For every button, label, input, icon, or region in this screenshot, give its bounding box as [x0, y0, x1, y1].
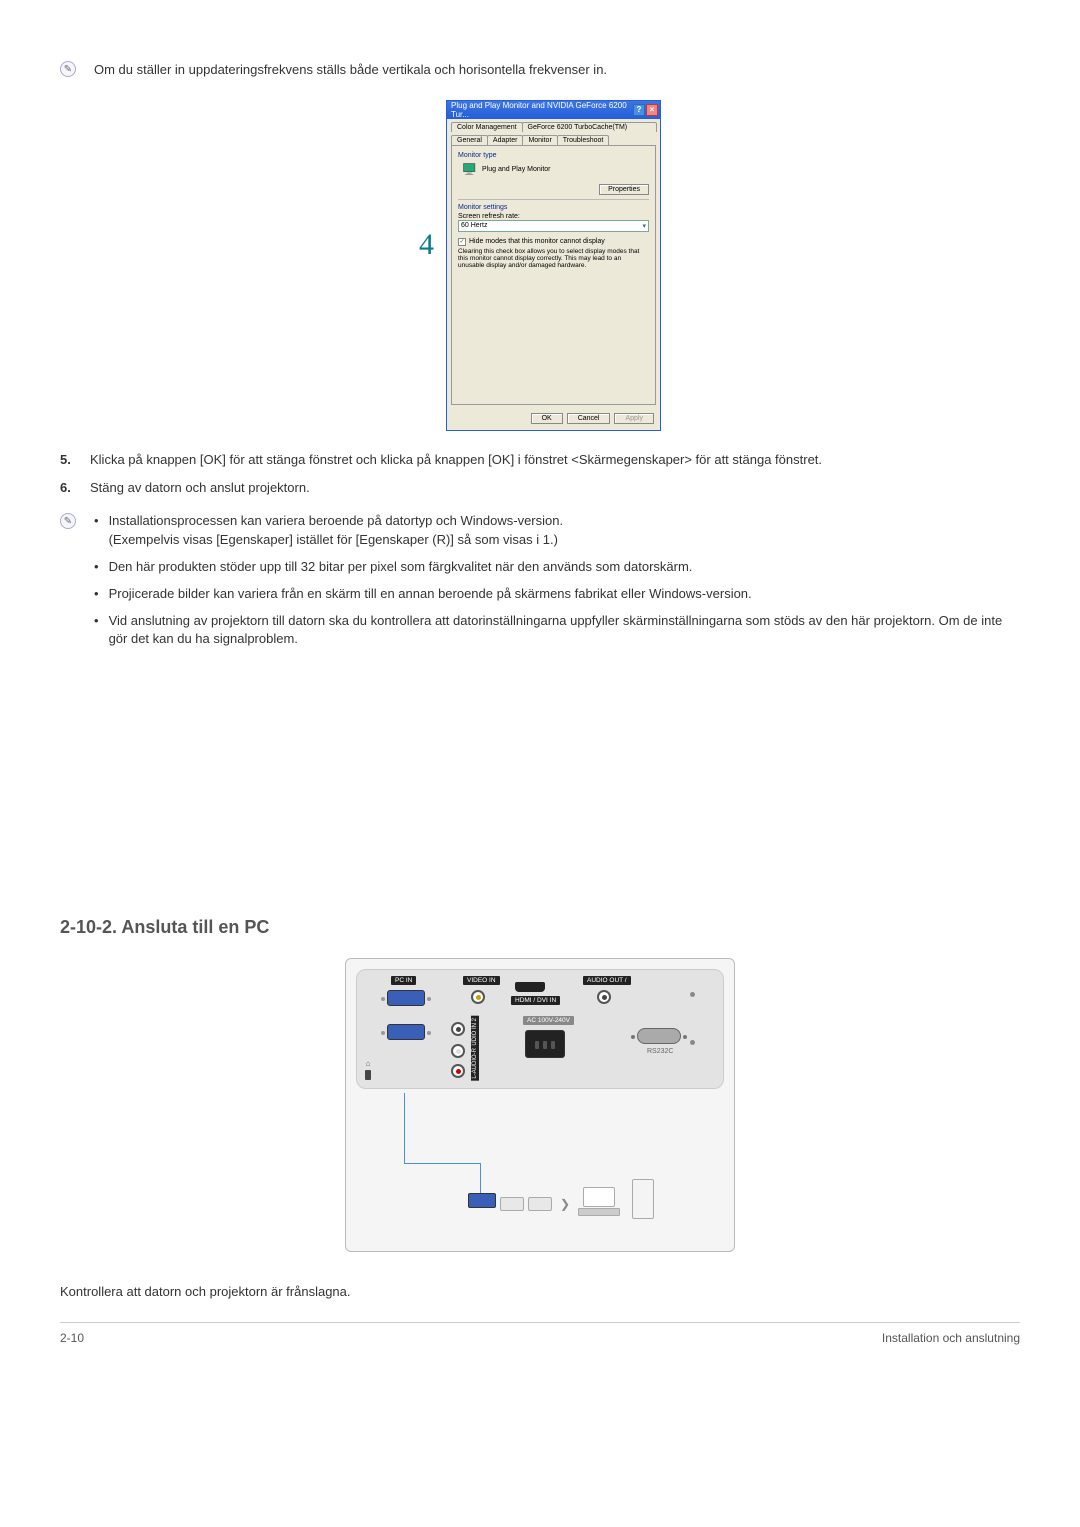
- audio-r-jack: [451, 1064, 465, 1078]
- audio-l-jack: [451, 1044, 465, 1058]
- list-item: Installationsprocessen kan variera beroe…: [94, 512, 1020, 550]
- list-item: 6. Stäng av datorn och anslut projektorn…: [60, 479, 1020, 498]
- monitor-icon: [462, 162, 478, 178]
- step-text: Stäng av datorn och anslut projektorn.: [90, 479, 310, 498]
- cable: [404, 1163, 480, 1164]
- list-item: Projicerade bilder kan variera från en s…: [94, 585, 1020, 604]
- arrow-icon: ❯: [560, 1197, 570, 1211]
- note-text: Installationsprocessen kan variera beroe…: [109, 513, 564, 528]
- divider: [458, 199, 649, 200]
- tab-adapter[interactable]: Adapter: [487, 135, 524, 145]
- vga-plug: [468, 1193, 496, 1208]
- monitor-type-label: Monitor type: [458, 152, 649, 159]
- audio-in-jack: [451, 1022, 465, 1036]
- dvi-plug: [500, 1197, 524, 1211]
- screw-icon: [690, 1040, 695, 1045]
- tab-geforce[interactable]: GeForce 6200 TurboCache(TM): [522, 122, 657, 132]
- page-number: 2-10: [60, 1331, 84, 1345]
- tab-general[interactable]: General: [451, 135, 488, 145]
- pc-in-port-2: [387, 1024, 425, 1040]
- hdmi-port: [515, 982, 545, 992]
- refresh-rate-value: 60 Hertz: [461, 222, 487, 229]
- dvi-plug: [528, 1197, 552, 1211]
- tab-color-management[interactable]: Color Management: [451, 122, 523, 132]
- note-icon: ✎: [60, 513, 76, 529]
- step-number: 5.: [60, 451, 80, 470]
- pc-in-port: [387, 990, 425, 1006]
- list-item: Vid anslutning av projektorn till datorn…: [94, 612, 1020, 650]
- screw-icon: [690, 992, 695, 997]
- note-icon: ✎: [60, 61, 76, 77]
- intro-note: Om du ställer in uppdateringsfrekvens st…: [94, 60, 1020, 80]
- power-port: [525, 1030, 565, 1058]
- audio-lr-label: L-AUDIO-R: [471, 1046, 479, 1081]
- ac-label: AC 100V-240V: [523, 1016, 574, 1025]
- monitor-settings-label: Monitor settings: [458, 204, 649, 211]
- video-in-label: VIDEO IN: [463, 976, 500, 985]
- apply-button[interactable]: Apply: [614, 413, 654, 424]
- projector-diagram: PC IN VIDEO IN HDMI / DVI IN AUDIO OUT /…: [345, 958, 735, 1252]
- rs232c-port: [637, 1028, 681, 1044]
- kensington-lock: ⌂: [365, 1059, 371, 1080]
- list-item: Den här produkten stöder upp till 32 bit…: [94, 558, 1020, 577]
- refresh-rate-label: Screen refresh rate:: [458, 213, 649, 220]
- footer-divider: [60, 1322, 1020, 1323]
- note-text: Den här produkten stöder upp till 32 bit…: [109, 558, 1020, 577]
- tab-troubleshoot[interactable]: Troubleshoot: [557, 135, 610, 145]
- properties-button[interactable]: Properties: [599, 184, 649, 195]
- note-text: Vid anslutning av projektorn till datorn…: [109, 612, 1020, 650]
- audio-out-label: AUDIO OUT /: [583, 976, 631, 985]
- dialog-title: Plug and Play Monitor and NVIDIA GeForce…: [451, 101, 633, 119]
- step-text: Klicka på knappen [OK] för att stänga fö…: [90, 451, 822, 470]
- monitor-name: Plug and Play Monitor: [482, 166, 550, 173]
- refresh-rate-select[interactable]: 60 Hertz ▾: [458, 220, 649, 232]
- hide-modes-label: Hide modes that this monitor cannot disp…: [469, 238, 605, 245]
- hdmi-label: HDMI / DVI IN: [511, 996, 560, 1005]
- cancel-button[interactable]: Cancel: [567, 413, 611, 424]
- help-icon[interactable]: ?: [633, 104, 645, 116]
- video-in-jack: [471, 990, 485, 1004]
- hide-modes-checkbox[interactable]: ✓: [458, 238, 466, 246]
- xp-dialog: Plug and Play Monitor and NVIDIA GeForce…: [446, 100, 661, 431]
- pc-tower-icon: [632, 1179, 654, 1219]
- cable: [404, 1093, 405, 1163]
- pc-in-label: PC IN: [391, 976, 416, 985]
- check-text: Kontrollera att datorn och projektorn är…: [60, 1282, 1020, 1302]
- dialog-titlebar: Plug and Play Monitor and NVIDIA GeForce…: [447, 101, 660, 119]
- close-icon[interactable]: ×: [646, 104, 658, 116]
- section-title: 2-10-2. Ansluta till en PC: [60, 917, 1020, 938]
- tab-monitor[interactable]: Monitor: [522, 135, 557, 145]
- chevron-down-icon: ▾: [642, 222, 646, 230]
- step-number-4: 4: [419, 230, 434, 260]
- footer-title: Installation och anslutning: [882, 1331, 1020, 1345]
- note-text: (Exempelvis visas [Egenskaper] istället …: [109, 532, 558, 547]
- hide-modes-note: Clearing this check box allows you to se…: [458, 248, 649, 270]
- laptop-icon: [578, 1187, 620, 1217]
- audio-out-jack: [597, 990, 611, 1004]
- rs232c-label: RS232C: [647, 1048, 673, 1055]
- note-text: Projicerade bilder kan variera från en s…: [109, 585, 1020, 604]
- list-item: 5. Klicka på knappen [OK] för att stänga…: [60, 451, 1020, 470]
- ok-button[interactable]: OK: [531, 413, 563, 424]
- cable: [480, 1163, 481, 1197]
- step-number: 6.: [60, 479, 80, 498]
